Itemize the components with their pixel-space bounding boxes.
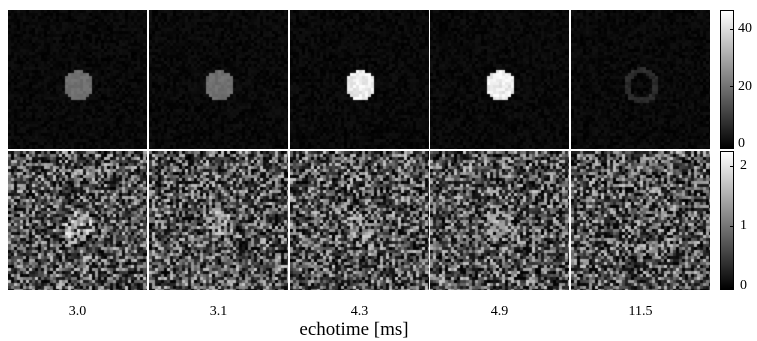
echotime-label: 4.3 <box>350 304 369 319</box>
image-tile-bottom-2 <box>149 151 288 290</box>
colorbar-bottom-tickmark <box>730 166 734 167</box>
colorbar-bottom-tick-label: 2 <box>740 158 747 173</box>
colorbar-top-tick-label: 40 <box>738 21 752 36</box>
x-axis-label: echotime [ms] <box>299 319 409 340</box>
image-tile-top-1 <box>8 10 147 149</box>
colorbar-top-tickmark <box>730 146 734 147</box>
echotime-label: 3.0 <box>68 304 87 319</box>
colorbar-bottom-tickmark <box>730 226 734 227</box>
echotime-label: 3.1 <box>209 304 228 319</box>
colorbar-bottom-tick-label: 1 <box>740 218 747 233</box>
image-tile-top-2 <box>149 10 288 149</box>
image-tile-bottom-4 <box>430 151 569 290</box>
colorbar-top-tickmark <box>730 29 734 30</box>
colorbar-top <box>720 10 734 149</box>
image-tile-top-5 <box>571 10 710 149</box>
colorbar-top-tick-label: 0 <box>738 136 745 151</box>
echotime-label: 11.5 <box>628 304 653 319</box>
colorbar-bottom-tickmark <box>730 287 734 288</box>
colorbar-top-tick-label: 20 <box>738 79 752 94</box>
echotime-label: 4.9 <box>490 304 509 319</box>
colorbar-bottom-tick-label: 0 <box>740 278 747 293</box>
image-tile-top-4 <box>430 10 569 149</box>
colorbar-top-tickmark <box>730 86 734 87</box>
colorbar-bottom <box>720 151 734 290</box>
image-tile-bottom-1 <box>8 151 147 290</box>
image-tile-top-3 <box>290 10 429 149</box>
image-tile-bottom-3 <box>290 151 429 290</box>
image-tile-bottom-5 <box>571 151 710 290</box>
